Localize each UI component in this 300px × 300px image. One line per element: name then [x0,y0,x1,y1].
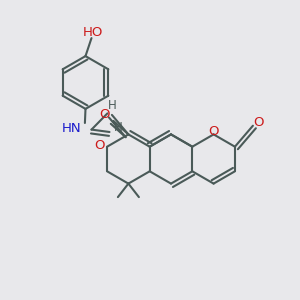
Text: H: H [114,121,123,134]
Text: HO: HO [83,26,103,39]
Text: H: H [107,99,116,112]
Text: HN: HN [61,122,81,136]
Text: O: O [253,116,264,129]
Text: O: O [99,108,110,122]
Text: O: O [94,139,105,152]
Text: O: O [208,125,219,138]
